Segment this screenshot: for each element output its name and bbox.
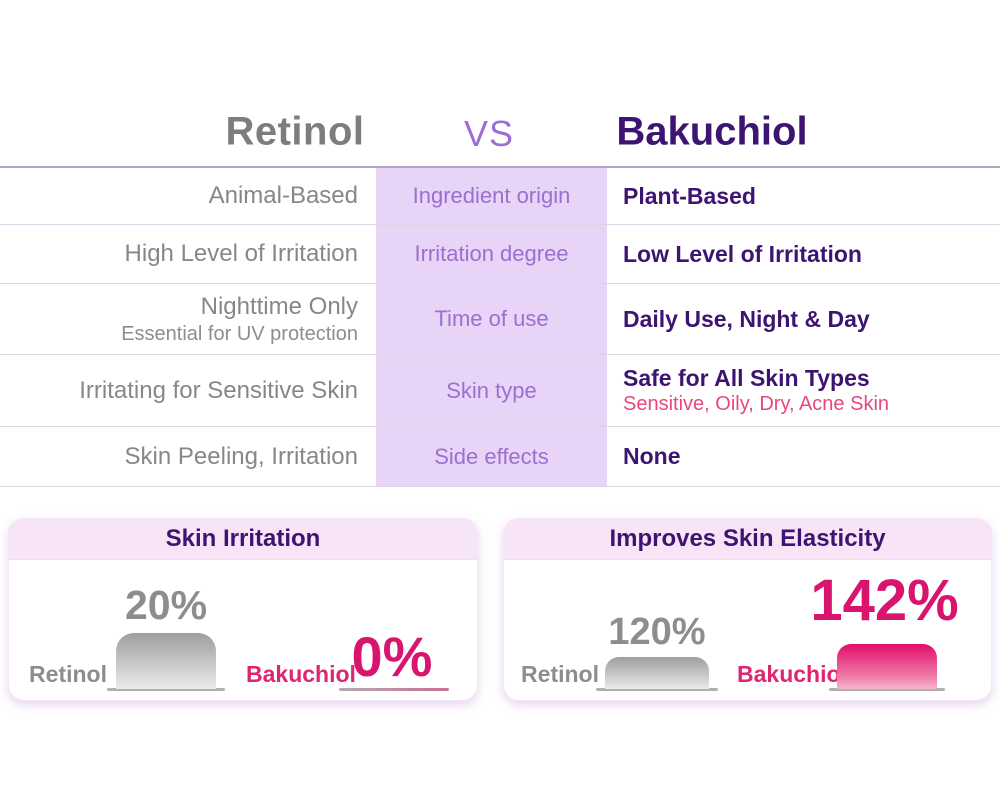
attribute-label: Time of use	[434, 306, 549, 331]
attribute-cell: Skin type	[376, 355, 607, 426]
retinol-value: Nighttime Only	[200, 292, 358, 320]
attribute-label: Skin type	[446, 377, 537, 403]
attribute-label: Side effects	[434, 443, 549, 469]
skin-elasticity-card: Improves Skin Elasticity 120% Retinol Ba…	[503, 518, 992, 701]
bakuchiol-category-label: Bakuchiol	[737, 661, 847, 687]
bakuchiol-value: Plant-Based	[623, 182, 756, 209]
bakuchiol-value: Safe for All Skin Types	[623, 365, 870, 391]
retinol-category-label: Retinol	[29, 661, 107, 687]
retinol-bar-baseline	[107, 688, 225, 691]
bakuchiol-value: None	[623, 443, 681, 469]
bakuchiol-cell: Plant-Based	[607, 168, 1000, 224]
table-row: Skin Peeling, Irritation Side effects No…	[0, 427, 1000, 487]
card-title: Improves Skin Elasticity	[609, 525, 886, 552]
bakuchiol-bar-baseline	[829, 688, 945, 691]
skin-irritation-bar-chart: 20% Retinol Bakuchiol 0%	[9, 560, 477, 701]
bakuchiol-cell: Safe for All Skin Types Sensitive, Oily,…	[607, 355, 1000, 426]
retinol-cell: Irritating for Sensitive Skin	[0, 355, 376, 426]
retinol-category-label: Retinol	[521, 661, 599, 687]
bakuchiol-cell: None	[607, 427, 1000, 486]
table-row: Irritating for Sensitive Skin Skin type …	[0, 355, 1000, 427]
bakuchiol-value-label: 0%	[351, 625, 433, 688]
retinol-value-label: 120%	[608, 611, 706, 653]
retinol-note: Essential for UV protection	[121, 322, 358, 345]
retinol-bar	[605, 657, 709, 689]
card-header: Skin Irritation	[9, 519, 477, 560]
attribute-cell: Ingredient origin	[376, 168, 607, 224]
bakuchiol-note: Sensitive, Oily, Dry, Acne Skin	[623, 393, 890, 415]
table-row: High Level of Irritation Irritation degr…	[0, 225, 1000, 284]
retinol-value: Irritating for Sensitive Skin	[79, 376, 358, 404]
retinol-bar	[116, 633, 216, 689]
skin-elasticity-bar-chart: 120% Retinol Bakuchiol 142%	[504, 560, 991, 701]
retinol-value: High Level of Irritation	[124, 240, 358, 267]
retinol-value: Skin Peeling, Irritation	[124, 442, 358, 470]
attribute-cell: Side effects	[376, 427, 607, 486]
attribute-cell: Time of use	[376, 284, 607, 354]
bakuchiol-bar-baseline	[339, 688, 449, 691]
retinol-cell: Animal-Based	[0, 168, 376, 224]
bakuchiol-bar	[837, 644, 937, 689]
bakuchiol-heading: Bakuchiol	[616, 109, 808, 154]
vs-label: VS	[463, 113, 515, 154]
attribute-label: Ingredient origin	[412, 183, 571, 208]
table-row: Animal-Based Ingredient origin Plant-Bas…	[0, 168, 1000, 225]
bakuchiol-value: Daily Use, Night & Day	[623, 305, 870, 332]
comparison-table: Animal-Based Ingredient origin Plant-Bas…	[0, 166, 1000, 487]
retinol-value-label: 20%	[124, 582, 208, 628]
bakuchiol-value-label: 142%	[810, 568, 959, 633]
retinol-bar-baseline	[596, 688, 718, 691]
retinol-cell: Skin Peeling, Irritation	[0, 427, 376, 486]
card-title: Skin Irritation	[165, 525, 321, 552]
bakuchiol-cell: Low Level of Irritation	[607, 225, 1000, 283]
retinol-cell: Nighttime Only Essential for UV protecti…	[0, 284, 376, 354]
retinol-cell: High Level of Irritation	[0, 225, 376, 283]
retinol-heading: Retinol	[225, 109, 365, 154]
attribute-label: Irritation degree	[414, 241, 569, 266]
card-header: Improves Skin Elasticity	[504, 519, 991, 560]
retinol-value: Animal-Based	[208, 182, 358, 209]
table-row: Nighttime Only Essential for UV protecti…	[0, 284, 1000, 355]
attribute-cell: Irritation degree	[376, 225, 607, 283]
bakuchiol-category-label: Bakuchiol	[246, 661, 356, 687]
bakuchiol-value: Low Level of Irritation	[623, 240, 862, 267]
skin-irritation-card: Skin Irritation 20% Retinol Bakuchiol 0%	[8, 518, 478, 701]
bakuchiol-cell: Daily Use, Night & Day	[607, 284, 1000, 354]
